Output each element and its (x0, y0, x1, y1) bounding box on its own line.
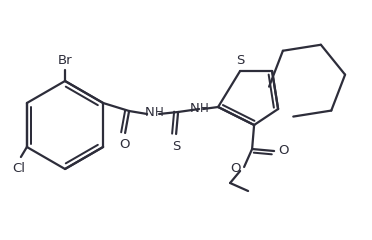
Text: N: N (190, 102, 200, 114)
Text: Cl: Cl (12, 162, 25, 174)
Text: N: N (145, 107, 155, 120)
Text: H: H (155, 107, 164, 120)
Text: Br: Br (58, 54, 72, 67)
Text: O: O (278, 144, 288, 157)
Text: S: S (236, 54, 244, 67)
Text: O: O (230, 162, 240, 175)
Text: H: H (200, 102, 209, 114)
Text: S: S (172, 139, 180, 152)
Text: O: O (119, 138, 129, 151)
